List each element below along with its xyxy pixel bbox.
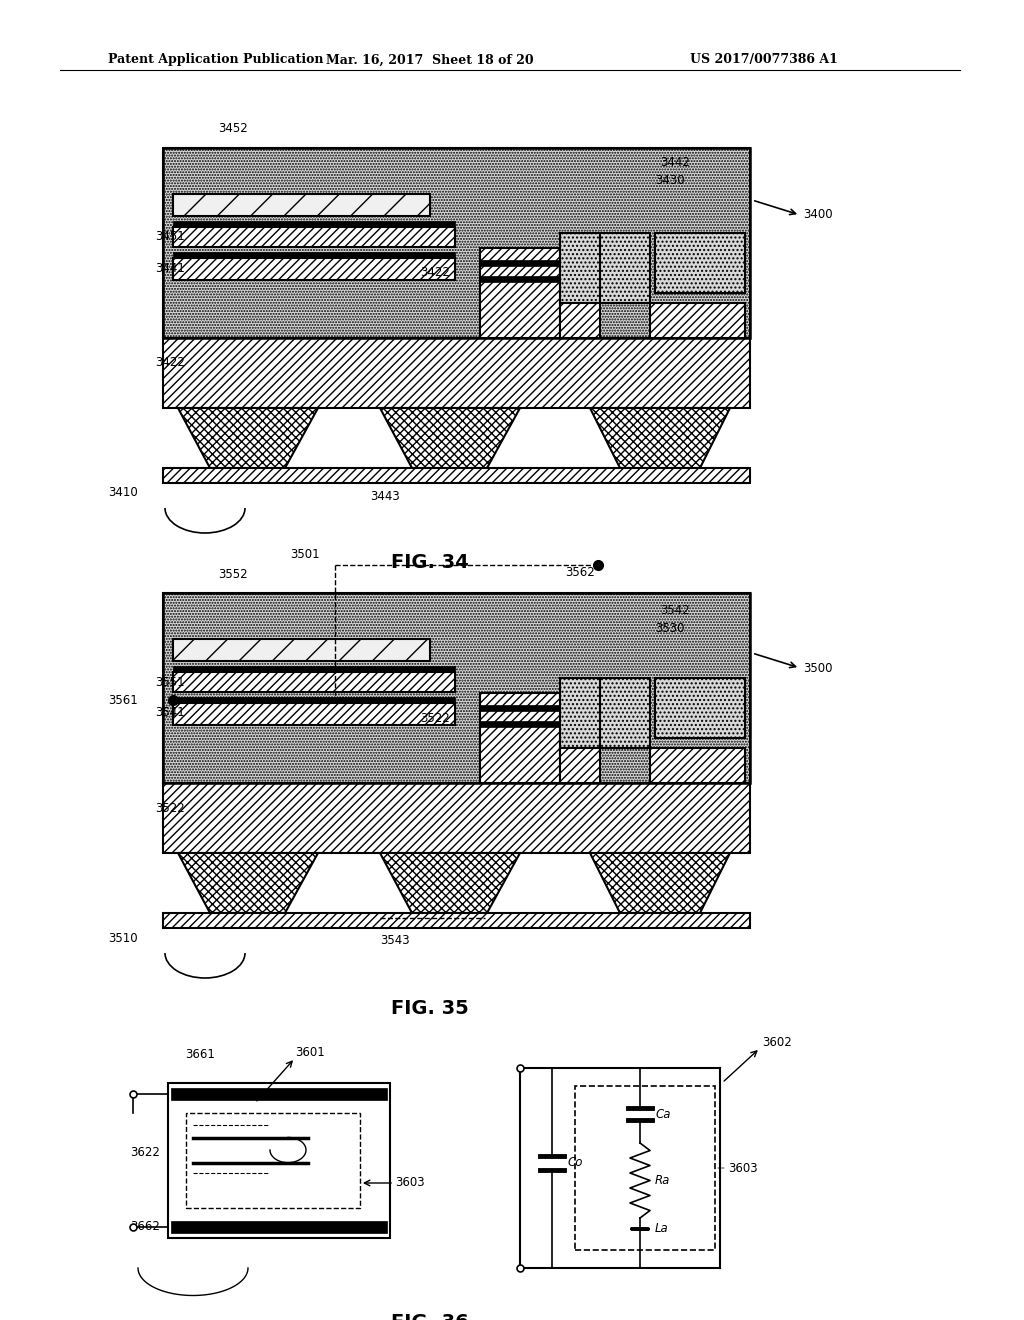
Text: 3622: 3622	[130, 1147, 160, 1159]
Text: 3530: 3530	[655, 623, 684, 635]
Text: 3500: 3500	[803, 661, 833, 675]
Polygon shape	[380, 853, 520, 913]
Bar	[480, 693, 560, 783]
Bar	[480, 248, 560, 338]
Bar	[560, 678, 650, 748]
Text: 3602: 3602	[762, 1036, 792, 1049]
Text: 3661: 3661	[185, 1048, 215, 1061]
Text: 3442: 3442	[660, 156, 690, 169]
Text: 3451: 3451	[155, 231, 184, 243]
Text: 3601: 3601	[295, 1047, 325, 1060]
Bar	[480, 705, 560, 711]
Bar	[168, 1082, 390, 1238]
Text: 3552: 3552	[218, 569, 248, 582]
Bar	[173, 697, 455, 704]
Bar	[173, 672, 455, 692]
Text: 3452: 3452	[218, 121, 248, 135]
Text: Mar. 16, 2017  Sheet 18 of 20: Mar. 16, 2017 Sheet 18 of 20	[327, 54, 534, 66]
Bar	[186, 1113, 360, 1208]
Bar	[163, 148, 750, 338]
Bar	[173, 252, 455, 257]
Text: 3522: 3522	[420, 711, 450, 725]
Text: FIG. 36: FIG. 36	[391, 1313, 469, 1320]
Bar	[560, 304, 600, 338]
Bar	[163, 338, 750, 408]
Text: La: La	[655, 1222, 669, 1236]
Text: 3422: 3422	[420, 267, 450, 280]
Polygon shape	[178, 408, 318, 469]
Polygon shape	[590, 408, 730, 469]
Text: 3510: 3510	[108, 932, 137, 945]
Bar	[480, 276, 560, 282]
Bar	[163, 469, 750, 483]
Polygon shape	[178, 853, 318, 913]
Text: 3662: 3662	[130, 1221, 160, 1233]
Bar	[173, 667, 455, 672]
Bar	[655, 234, 745, 293]
Bar	[575, 1086, 715, 1250]
Text: 3441: 3441	[155, 261, 185, 275]
Bar	[163, 783, 750, 853]
Text: Ra: Ra	[655, 1173, 671, 1187]
Text: FIG. 35: FIG. 35	[391, 998, 469, 1018]
Bar	[173, 227, 455, 247]
Text: Co: Co	[567, 1156, 583, 1170]
Bar	[163, 593, 750, 783]
Bar	[480, 260, 560, 267]
Text: US 2017/0077386 A1: US 2017/0077386 A1	[690, 54, 838, 66]
Bar	[163, 593, 750, 783]
Polygon shape	[590, 853, 730, 913]
Text: 3443: 3443	[370, 490, 399, 503]
Bar	[650, 304, 745, 338]
Bar	[173, 704, 455, 725]
Text: 3422: 3422	[155, 356, 185, 370]
Text: 3430: 3430	[655, 173, 685, 186]
Text: 3410: 3410	[108, 487, 138, 499]
Bar	[173, 220, 455, 227]
Bar	[163, 913, 750, 928]
Bar	[173, 639, 430, 661]
Text: FIG. 34: FIG. 34	[391, 553, 469, 573]
Text: 3561: 3561	[108, 693, 138, 706]
Bar	[560, 234, 650, 304]
Polygon shape	[380, 408, 520, 469]
Text: 3542: 3542	[660, 605, 690, 618]
Text: 3551: 3551	[155, 676, 184, 689]
Bar	[655, 678, 745, 738]
Bar	[480, 721, 560, 727]
Text: 3501: 3501	[290, 549, 319, 561]
Bar	[173, 257, 455, 280]
Text: 3522: 3522	[155, 801, 184, 814]
Bar	[171, 1221, 387, 1233]
Bar	[171, 1088, 387, 1100]
Text: 3603: 3603	[728, 1162, 758, 1175]
Bar	[163, 148, 750, 338]
Bar	[560, 748, 600, 783]
Text: 3541: 3541	[155, 706, 184, 719]
Bar	[173, 194, 430, 216]
Text: 3562: 3562	[565, 566, 595, 579]
Bar	[650, 748, 745, 783]
Text: Patent Application Publication: Patent Application Publication	[108, 54, 324, 66]
Text: 3603: 3603	[395, 1176, 425, 1189]
Text: Ca: Ca	[655, 1107, 671, 1121]
Text: 3400: 3400	[803, 209, 833, 222]
Text: 3543: 3543	[380, 935, 410, 948]
